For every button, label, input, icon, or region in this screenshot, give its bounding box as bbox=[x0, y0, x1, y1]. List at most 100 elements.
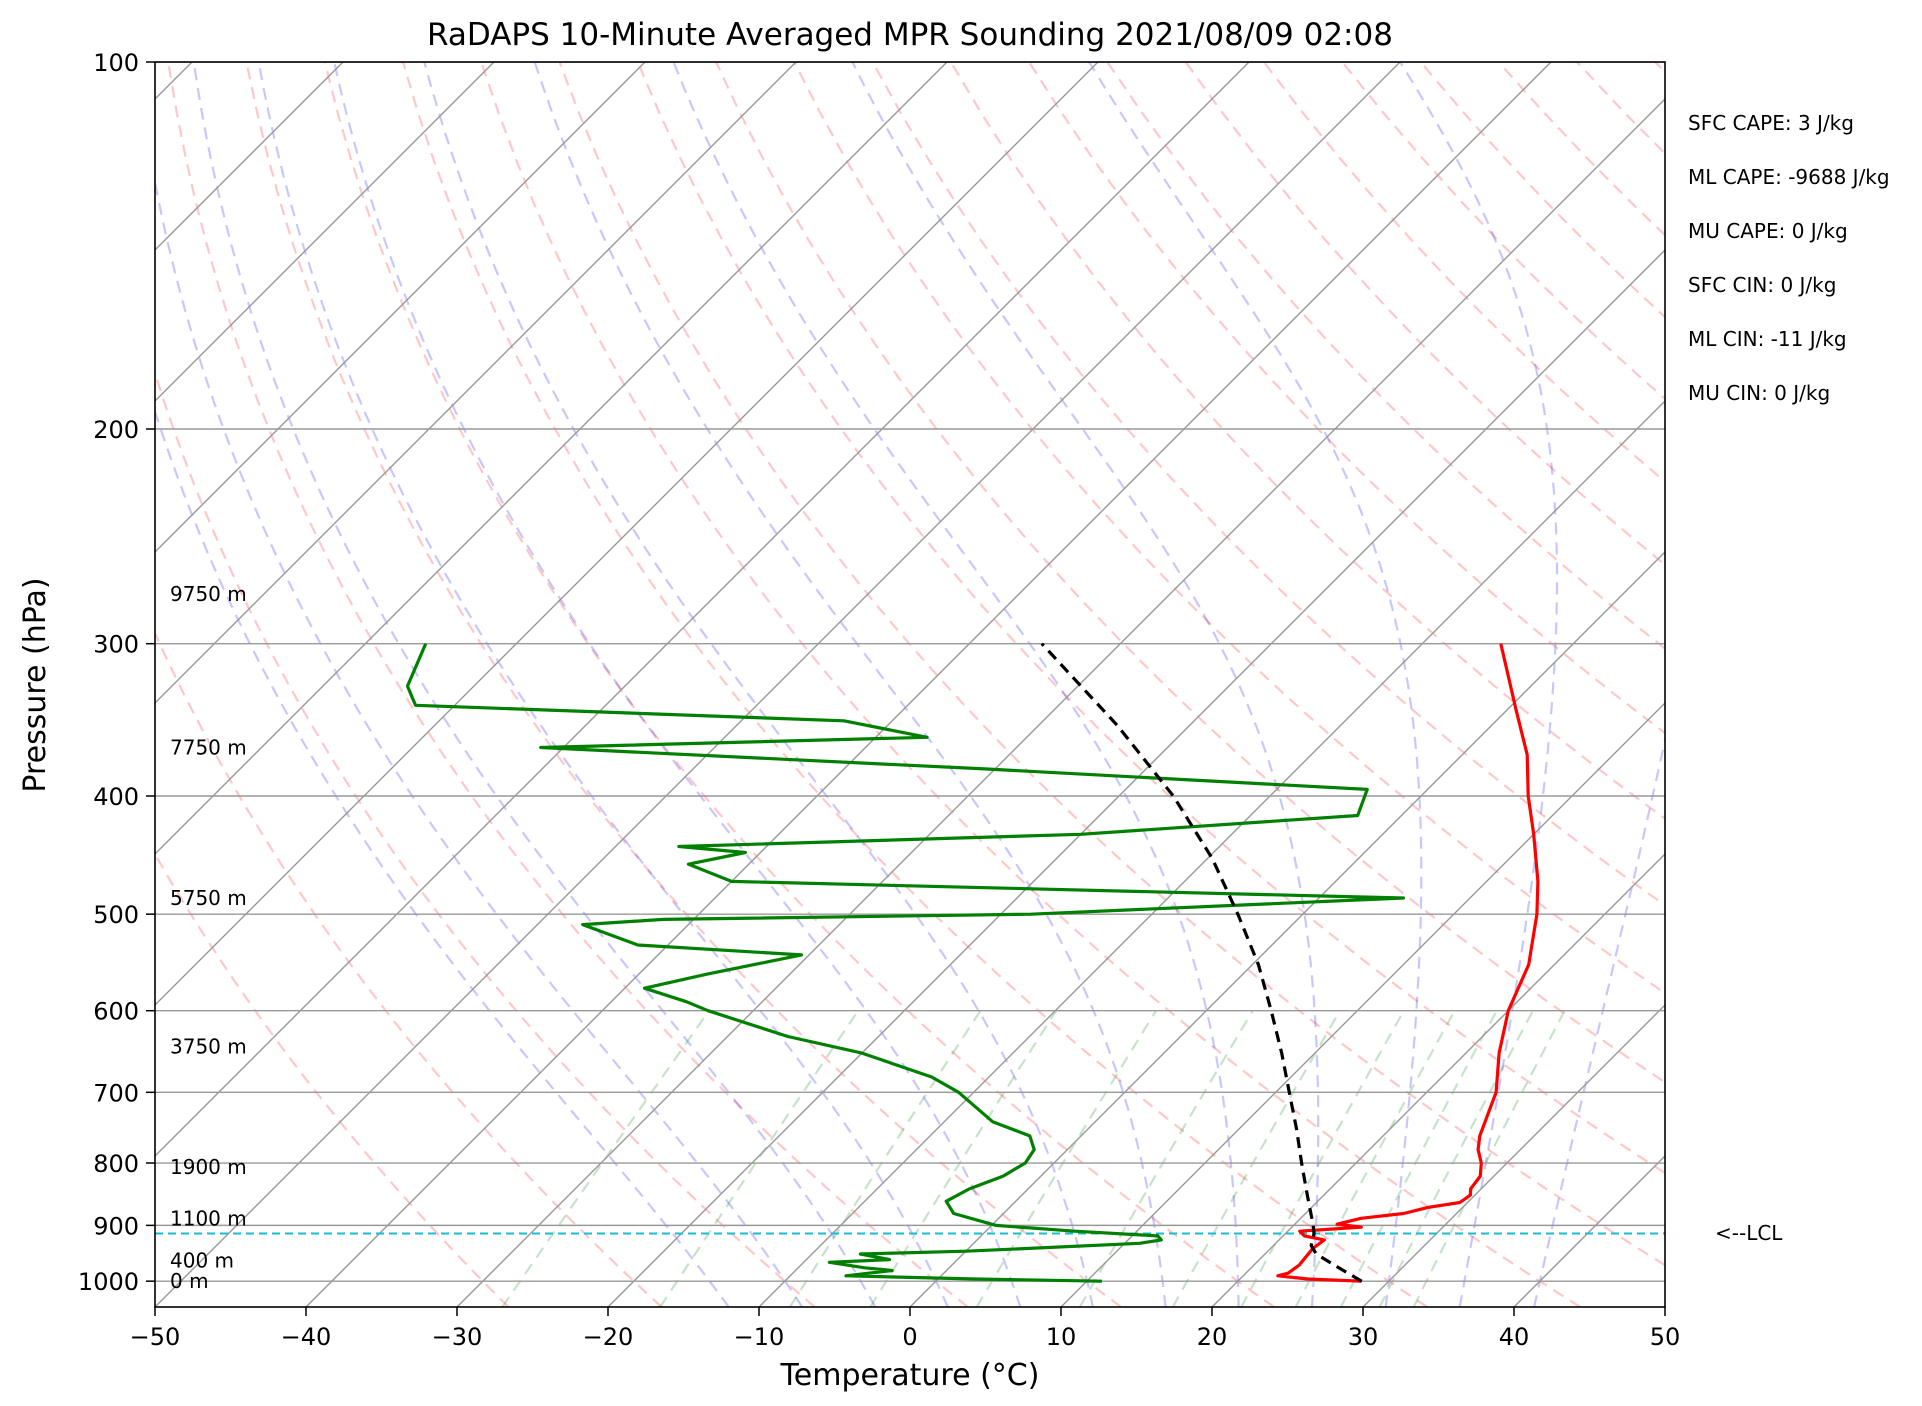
moist-adiabat-line bbox=[672, 62, 1240, 1307]
height-label: 1900 m bbox=[170, 1155, 247, 1179]
isotherm-line bbox=[155, 62, 948, 855]
dry-adiabat-line bbox=[949, 62, 1665, 820]
dry-adiabat-line bbox=[1341, 62, 1665, 401]
x-tick-label: 40 bbox=[1499, 1323, 1530, 1351]
temperature-profile bbox=[1276, 643, 1540, 1283]
isotherm-line bbox=[909, 551, 1665, 1307]
isotherm-line bbox=[155, 62, 495, 402]
x-tick-label: 20 bbox=[1197, 1323, 1228, 1351]
y-tick-label: 800 bbox=[93, 1150, 139, 1178]
mixing-ratio-line bbox=[659, 1010, 860, 1307]
x-tick-label: −40 bbox=[281, 1323, 332, 1351]
moist-adiabat-line bbox=[1088, 62, 1423, 1307]
y-axis: 100 200 300 400 500 600 700 800 900 1000 bbox=[78, 49, 155, 1296]
dry-adiabat-line bbox=[1028, 62, 1665, 735]
moist-adiabat-line bbox=[1533, 734, 1665, 1307]
dry-adiabat-line bbox=[1654, 62, 1665, 74]
x-tick-label: −30 bbox=[432, 1323, 483, 1351]
height-label: 1100 m bbox=[170, 1206, 247, 1230]
mixing-ratio-line bbox=[1078, 1010, 1254, 1307]
dry-adiabat-line bbox=[1497, 62, 1665, 237]
isotherm-line bbox=[1362, 1004, 1665, 1307]
x-tick-label: 0 bbox=[902, 1323, 917, 1351]
dry-adiabat-line bbox=[401, 62, 1428, 1307]
dry-adiabat-line bbox=[480, 62, 1581, 1307]
x-axis: −50 −40 −30 −20 −10 0 10 20 30 40 50 bbox=[130, 1307, 1681, 1351]
dry-adiabat-line bbox=[793, 62, 1665, 995]
mixing-ratio-line bbox=[1378, 1010, 1534, 1307]
mixing-ratio-line bbox=[1171, 1010, 1341, 1307]
grid-lines bbox=[155, 62, 1665, 1307]
height-label: 5750 m bbox=[170, 886, 247, 910]
y-tick-label: 500 bbox=[93, 901, 139, 929]
y-tick-label: 700 bbox=[93, 1079, 139, 1107]
dry-adiabat-line bbox=[1419, 62, 1665, 319]
background-lines bbox=[155, 62, 1922, 1307]
moist-adiabat-line bbox=[1399, 62, 1559, 1307]
isotherm-line bbox=[155, 62, 797, 704]
data-lines bbox=[155, 642, 1665, 1283]
dry-adiabat-line bbox=[1576, 62, 1665, 156]
height-labels: 9750 m 7750 m 5750 m 3750 m 1900 m 1100 m 400 … bbox=[170, 582, 247, 1293]
mixing-ratio-line bbox=[1339, 1010, 1498, 1307]
dry-adiabat-line bbox=[636, 62, 1665, 1175]
dry-adiabat-line bbox=[1812, 62, 1922, 1307]
moist-adiabat-line bbox=[533, 62, 1167, 1307]
stability-index-label: SFC CIN: 0 J/kg bbox=[1688, 273, 1836, 297]
chart-title: RaDAPS 10-Minute Averaged MPR Sounding 2… bbox=[427, 17, 1393, 53]
dry-adiabat-line bbox=[871, 62, 1665, 907]
isotherm-line bbox=[758, 400, 1665, 1307]
dry-adiabat-line bbox=[1890, 62, 1922, 1307]
y-tick-label: 600 bbox=[93, 998, 139, 1026]
height-label: 7750 m bbox=[170, 736, 247, 760]
x-tick-label: 30 bbox=[1348, 1323, 1379, 1351]
moist-adiabat-line bbox=[155, 408, 730, 1307]
moist-adiabat-line bbox=[423, 62, 1094, 1307]
y-axis-label: Pressure (hPa) bbox=[18, 577, 53, 792]
dry-adiabat-line bbox=[167, 62, 969, 1307]
moist-adiabat-line bbox=[155, 176, 804, 1307]
isotherm-line bbox=[155, 62, 646, 553]
mixing-ratio-line bbox=[975, 1010, 1158, 1307]
moist-adiabat-line bbox=[192, 62, 877, 1307]
isotherm-line bbox=[1060, 702, 1665, 1307]
isotherm-line bbox=[155, 62, 1401, 1307]
x-tick-label: 50 bbox=[1650, 1323, 1681, 1351]
stability-index-label: MU CAPE: 0 J/kg bbox=[1688, 219, 1848, 243]
mixing-ratio-line bbox=[501, 1010, 710, 1307]
moist-adiabat-line bbox=[851, 62, 1320, 1307]
y-tick-label: 1000 bbox=[78, 1268, 139, 1296]
x-tick-label: −50 bbox=[130, 1323, 181, 1351]
stability-index-label: ML CIN: -11 J/kg bbox=[1688, 327, 1847, 351]
stability-index-label: ML CAPE: -9688 J/kg bbox=[1688, 165, 1890, 189]
y-tick-label: 300 bbox=[93, 631, 139, 659]
isotherm-line bbox=[1211, 853, 1665, 1307]
dry-adiabat-line bbox=[155, 630, 663, 1307]
y-tick-label: 100 bbox=[93, 49, 139, 77]
mixing-ratio-line bbox=[1240, 1010, 1405, 1307]
isotherm-line bbox=[1664, 1306, 1665, 1307]
mixing-ratio-line bbox=[1294, 1010, 1456, 1307]
stability-indices: SFC CAPE: 3 J/kg ML CAPE: -9688 J/kg MU CA… bbox=[1688, 111, 1890, 405]
y-tick-label: 400 bbox=[93, 783, 139, 811]
dry-adiabat-line bbox=[323, 62, 1275, 1307]
isotherm-line bbox=[305, 62, 1552, 1307]
x-axis-label: Temperature (°C) bbox=[780, 1358, 1040, 1393]
x-tick-label: −10 bbox=[734, 1323, 785, 1351]
parcel-profile bbox=[1040, 642, 1363, 1283]
mixing-ratio-line bbox=[788, 1010, 982, 1307]
y-tick-label: 900 bbox=[93, 1212, 139, 1240]
moist-adiabat-line bbox=[333, 62, 1022, 1307]
dewpoint-profile bbox=[405, 643, 1406, 1283]
height-label: 9750 m bbox=[170, 582, 247, 606]
height-label: 0 m bbox=[170, 1269, 209, 1293]
stability-index-label: MU CIN: 0 J/kg bbox=[1688, 381, 1830, 405]
x-tick-label: 10 bbox=[1046, 1323, 1077, 1351]
dry-adiabat-line bbox=[155, 369, 816, 1307]
isotherm-line bbox=[155, 62, 1250, 1157]
moist-adiabat-line bbox=[257, 62, 949, 1307]
y-tick-label: 200 bbox=[93, 416, 139, 444]
isotherm-line bbox=[1513, 1155, 1665, 1307]
mixing-ratio-line bbox=[869, 1010, 1058, 1307]
isotherm-line bbox=[607, 249, 1665, 1307]
